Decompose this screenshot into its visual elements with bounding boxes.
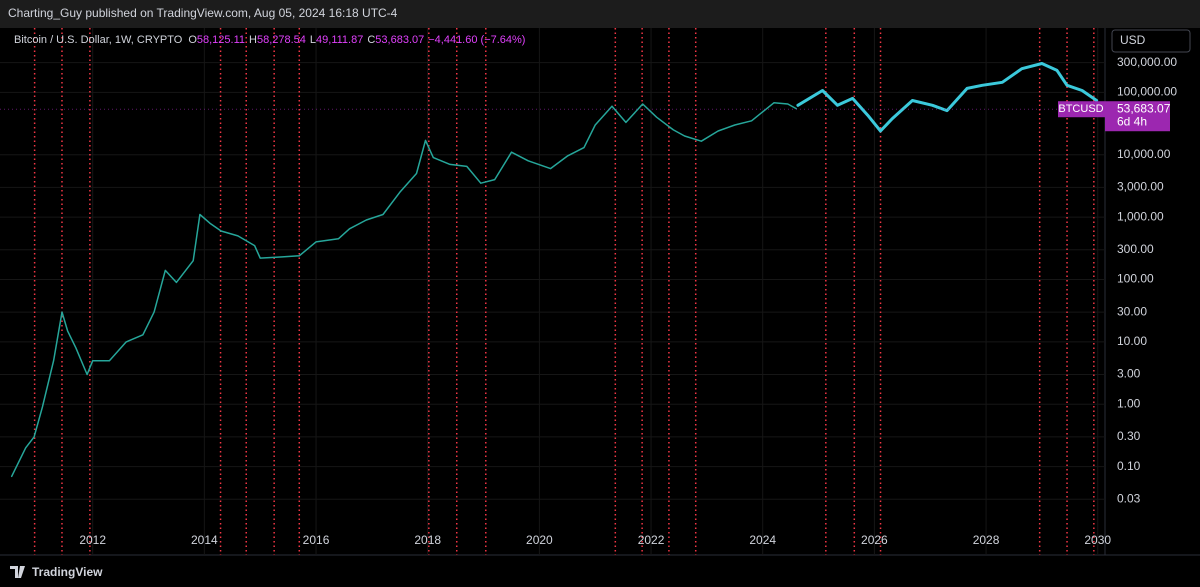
legend-part: O [188,34,197,46]
currency-button[interactable] [1111,29,1191,53]
y-tick-label: 1,000.00 [1117,209,1164,223]
currency: USD [1120,33,1146,47]
y-tick-label: 10.00 [1117,334,1147,348]
legend-part: C [367,34,375,46]
x-tick-label: 2012 [79,533,106,547]
y-tick-label: 100,000.00 [1117,85,1177,99]
x-tick-label: 2030 [1084,533,1111,547]
legend-part: −4,441.60 (−7.64%) [428,34,525,46]
publisher: Charting_Guy published on TradingView.co… [8,6,398,20]
logo [10,566,25,578]
y-tick-label: 1.00 [1117,396,1141,410]
price-line [796,62,1099,133]
brand: TradingView [32,565,103,579]
y-tick-label: 0.03 [1117,491,1141,505]
header-bar [0,0,1200,28]
price-tag-value: 53,683.07 [1117,101,1171,115]
grid [0,28,1105,555]
symbol-tag-text: BTCUSD [1058,103,1103,115]
y-tick-label: 10,000.00 [1117,147,1171,161]
y-tick-label: 3.00 [1117,367,1141,381]
legend-part: 58,278.54 [257,34,306,46]
x-tick-label: 2014 [191,533,218,547]
legend-part: 49,111.87 [316,34,363,46]
symbol-tag [1058,101,1105,118]
symbol-legend: Bitcoin / U.S. Dollar, 1W, CRYPTO O58,125… [14,34,525,46]
x-tick-label: 2024 [749,533,776,547]
x-tick-label: 2020 [526,533,553,547]
footer: TradingView [10,565,103,579]
legend-part: H [249,34,257,46]
price-tag-countdown: 6d 4h [1117,114,1147,128]
y-tick-label: 100.00 [1117,272,1154,286]
legend-part: L [310,34,316,46]
legend-part: Bitcoin / U.S. Dollar, 1W, CRYPTO [14,34,183,46]
price-line [10,102,797,478]
legend-part: 58,125.11 [197,34,245,46]
y-tick-label: 0.30 [1117,429,1141,443]
plot-area [0,28,1105,555]
x-tick-label: 2028 [973,533,1000,547]
y-tick-label: 0.10 [1117,459,1141,473]
y-tick-label: 3,000.00 [1117,180,1164,194]
x-tick-label: 2022 [638,533,665,547]
price-tag [1105,101,1170,132]
y-tick-label: 300.00 [1117,242,1154,256]
legend-part: 53,683.07 [375,34,424,46]
legend: Bitcoin / U.S. Dollar, 1W, CRYPTO O58,125… [14,34,525,46]
x-tick-label: 2018 [414,533,441,547]
x-tick-label: 2016 [303,533,330,547]
x-tick-label: 2026 [861,533,888,547]
y-tick-label: 300,000.00 [1117,55,1177,69]
y-tick-label: 30.00 [1117,304,1147,318]
